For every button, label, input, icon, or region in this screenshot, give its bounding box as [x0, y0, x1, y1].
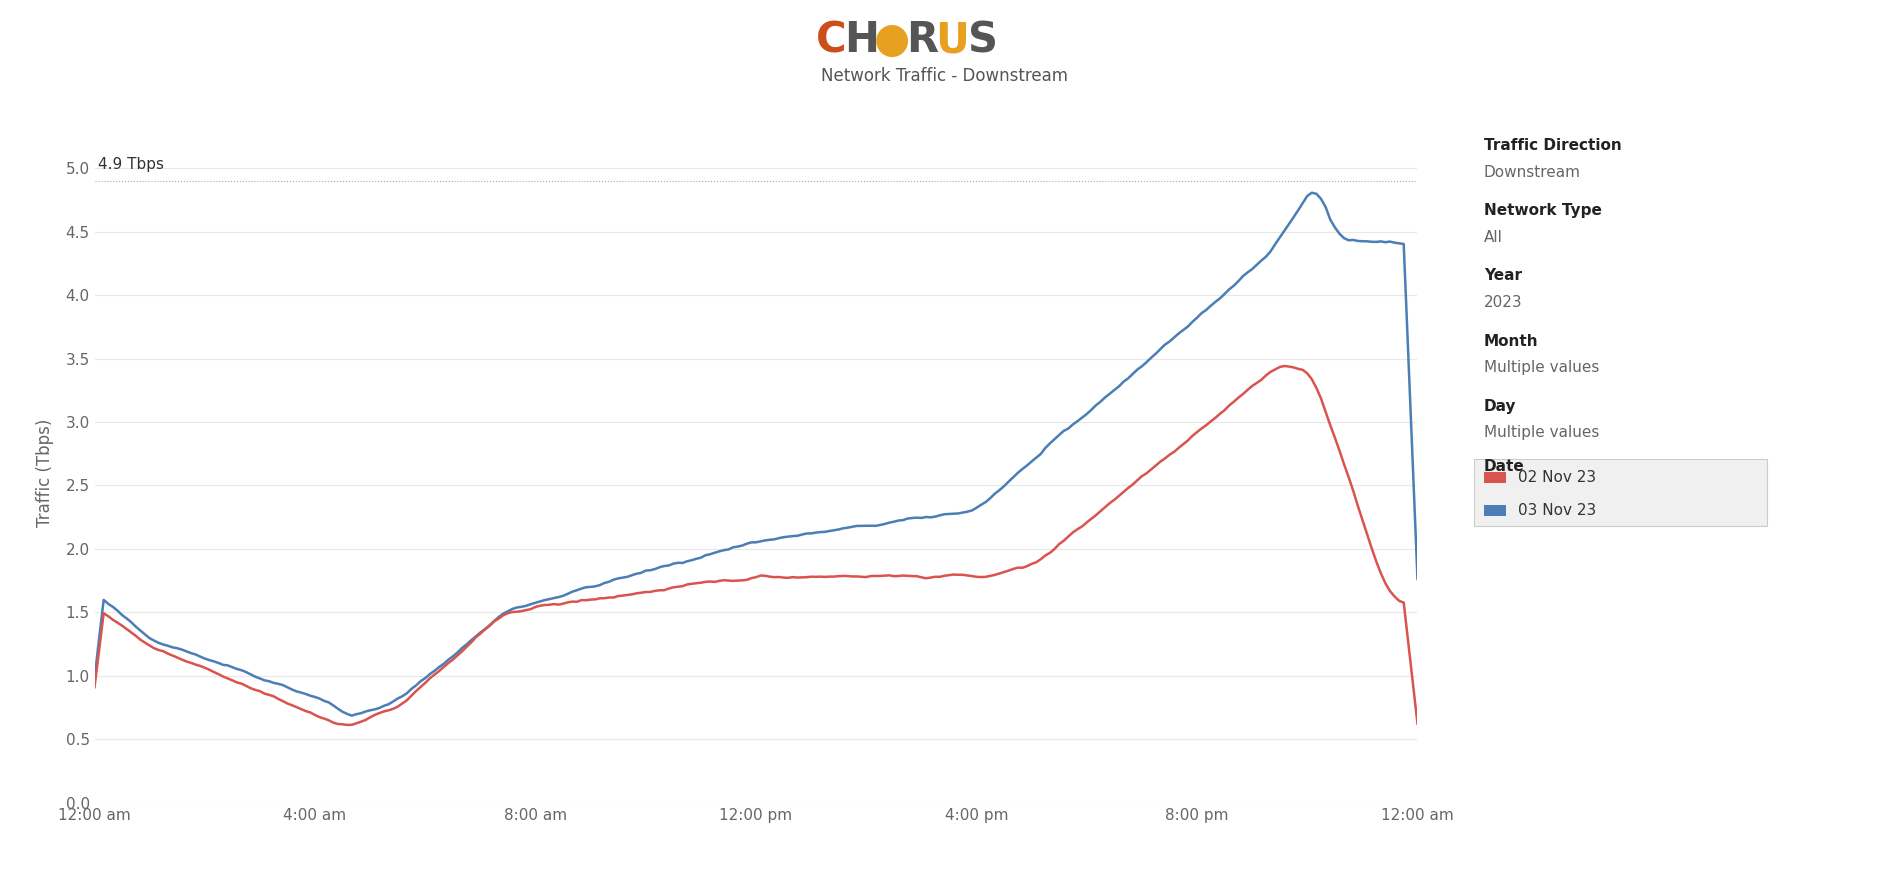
- Text: Month: Month: [1483, 334, 1538, 349]
- Text: 4.9 Tbps: 4.9 Tbps: [98, 157, 164, 172]
- Y-axis label: Traffic (Tbps): Traffic (Tbps): [36, 418, 55, 527]
- Text: Multiple values: Multiple values: [1483, 425, 1598, 441]
- Text: U: U: [935, 19, 969, 62]
- Text: Traffic Direction: Traffic Direction: [1483, 138, 1621, 153]
- Text: Day: Day: [1483, 399, 1515, 414]
- Text: Network Type: Network Type: [1483, 203, 1600, 219]
- Text: All: All: [1483, 230, 1502, 245]
- Text: Year: Year: [1483, 268, 1521, 284]
- Text: Downstream: Downstream: [1483, 165, 1579, 180]
- Text: Multiple values: Multiple values: [1483, 360, 1598, 376]
- Text: 2023: 2023: [1483, 295, 1521, 310]
- Text: C: C: [816, 19, 846, 62]
- Text: S: S: [967, 19, 997, 62]
- Text: Date: Date: [1483, 459, 1524, 475]
- Text: R: R: [907, 19, 937, 62]
- Text: ●: ●: [873, 19, 910, 62]
- Text: 03 Nov 23: 03 Nov 23: [1517, 503, 1594, 517]
- Text: Network Traffic - Downstream: Network Traffic - Downstream: [822, 67, 1067, 85]
- Text: H: H: [844, 19, 878, 62]
- Text: 02 Nov 23: 02 Nov 23: [1517, 470, 1594, 484]
